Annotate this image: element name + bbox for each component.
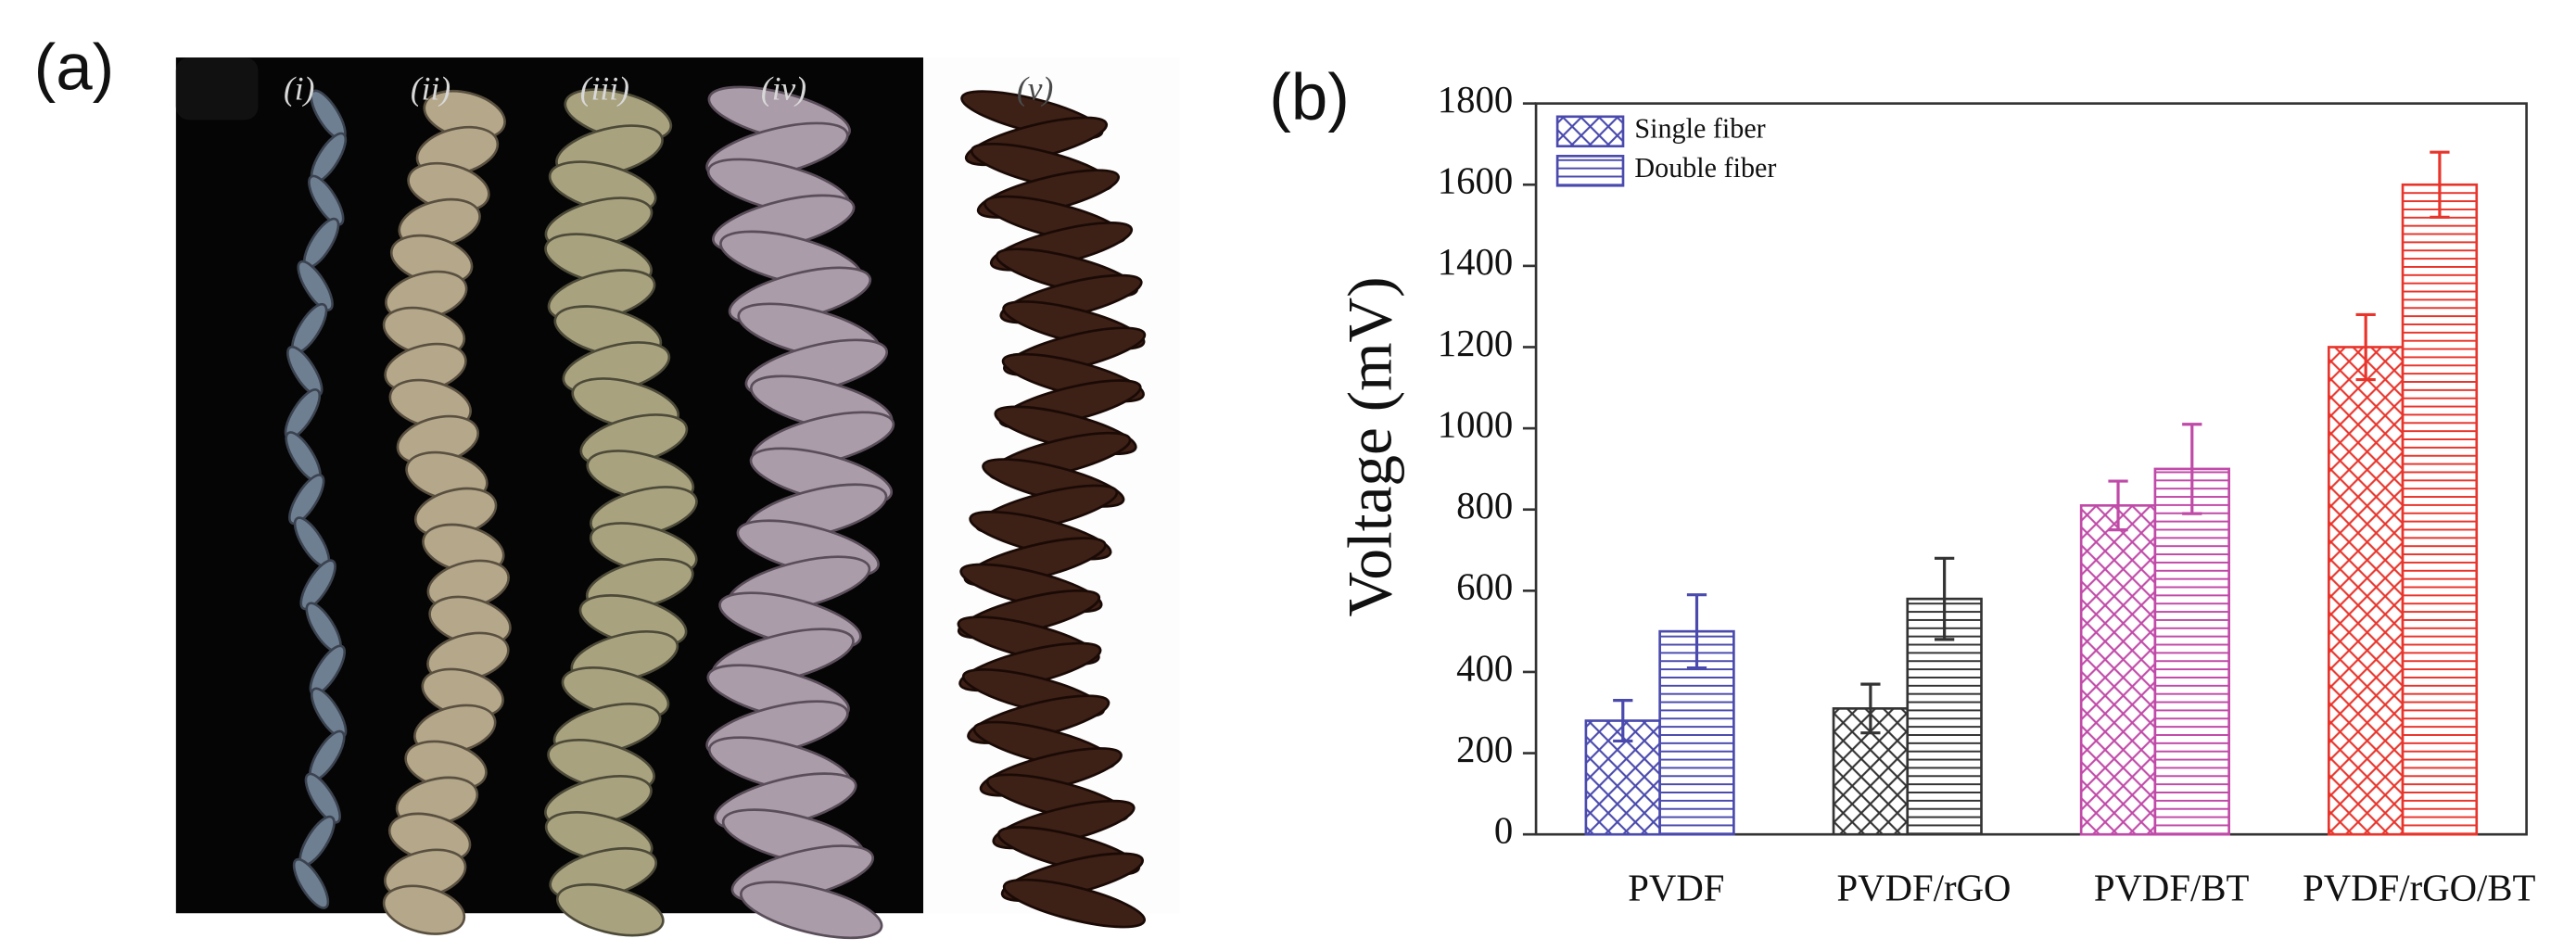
- legend-label: Double fiber: [1634, 152, 1776, 184]
- x-tick-label: PVDF: [1628, 868, 1724, 909]
- fiber-label: (ii): [411, 70, 450, 107]
- plot-frame: [1534, 102, 2528, 836]
- error-bar: [1613, 699, 1633, 743]
- error-bar: [1686, 593, 1707, 670]
- error-bar: [2108, 479, 2128, 532]
- panel-label: (b): [1269, 61, 1350, 134]
- y-tick-label: 1600: [1438, 160, 1514, 202]
- panel-label: (a): [34, 32, 115, 105]
- x-tick-label: PVDF/BT: [2094, 868, 2250, 909]
- y-tick-label: 0: [1494, 810, 1513, 852]
- fiber-coil: [288, 474, 325, 526]
- bar: [2153, 467, 2230, 836]
- error-bar: [2355, 312, 2376, 382]
- fiber-coil: [308, 174, 345, 226]
- bar: [2401, 183, 2479, 836]
- y-tick-label: 1800: [1438, 79, 1514, 120]
- bar: [2327, 346, 2405, 836]
- fiber-label: (iii): [580, 70, 629, 107]
- fiber-label: (i): [284, 70, 314, 107]
- bar: [2079, 504, 2157, 836]
- y-tick-label: 1200: [1438, 323, 1514, 364]
- fiber-coil: [304, 772, 341, 824]
- error-bar: [1860, 682, 1881, 735]
- fiber-photo: [284, 85, 1147, 940]
- y-tick-label: 200: [1456, 729, 1513, 770]
- fiber-coil: [292, 857, 330, 909]
- legend-label: Single fiber: [1634, 113, 1765, 145]
- fiber-coil: [382, 884, 466, 935]
- error-bar: [1935, 556, 1955, 641]
- fiber-coil: [297, 260, 334, 311]
- fiber-coil: [299, 559, 336, 611]
- legend-swatch: [1555, 155, 1625, 187]
- photo-corner: [175, 57, 259, 120]
- fiber-label: (iv): [761, 70, 806, 107]
- y-tick-label: 1400: [1438, 241, 1514, 283]
- y-tick-label: 400: [1456, 647, 1513, 689]
- error-bar: [2182, 423, 2202, 515]
- fiber-coil: [740, 881, 883, 940]
- fiber-coil: [555, 882, 665, 937]
- fiber-coil: [1002, 878, 1147, 929]
- legend-swatch: [1555, 115, 1625, 148]
- y-tick-label: 800: [1456, 485, 1513, 526]
- x-tick-label: PVDF/rGO/BT: [2303, 868, 2535, 909]
- x-tick-label: PVDF/rGO: [1837, 868, 2011, 909]
- fiber-label: (v): [1017, 70, 1053, 107]
- error-bar: [2430, 150, 2450, 219]
- y-tick-label: 1000: [1438, 403, 1514, 445]
- y-axis-label: Voltage (mV): [1336, 276, 1405, 616]
- y-tick-label: 600: [1456, 566, 1513, 608]
